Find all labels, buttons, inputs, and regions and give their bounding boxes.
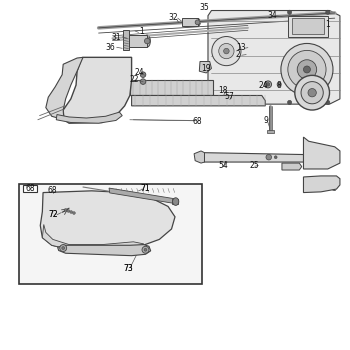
Circle shape <box>60 245 66 252</box>
Text: 68: 68 <box>48 186 58 195</box>
Circle shape <box>326 100 330 105</box>
Circle shape <box>195 20 200 25</box>
Polygon shape <box>56 112 122 123</box>
Circle shape <box>287 10 292 14</box>
Text: 1: 1 <box>325 20 329 29</box>
Bar <box>288 16 328 36</box>
Circle shape <box>288 50 326 89</box>
Circle shape <box>212 36 241 66</box>
Polygon shape <box>130 80 213 96</box>
Polygon shape <box>109 188 176 204</box>
Circle shape <box>72 212 75 215</box>
Text: 71: 71 <box>141 184 150 193</box>
Polygon shape <box>63 57 132 123</box>
Text: 24: 24 <box>135 69 145 77</box>
Bar <box>267 130 274 133</box>
Text: 73: 73 <box>123 264 133 273</box>
Text: 22: 22 <box>130 75 139 84</box>
Circle shape <box>64 209 67 211</box>
Text: 1: 1 <box>140 27 145 36</box>
Text: 25: 25 <box>249 161 259 170</box>
Polygon shape <box>182 19 197 26</box>
Circle shape <box>219 43 234 59</box>
Circle shape <box>281 43 333 96</box>
Polygon shape <box>208 10 340 104</box>
Text: 68: 68 <box>193 117 202 126</box>
Text: 73: 73 <box>123 264 133 273</box>
Circle shape <box>62 247 65 250</box>
Text: 68: 68 <box>25 184 35 193</box>
Text: 57: 57 <box>224 92 234 101</box>
Circle shape <box>140 79 146 84</box>
Ellipse shape <box>144 35 150 47</box>
Ellipse shape <box>173 198 179 205</box>
Text: 32: 32 <box>168 13 178 22</box>
Bar <box>292 19 324 34</box>
Text: 8: 8 <box>276 81 281 90</box>
Circle shape <box>326 10 330 14</box>
Bar <box>23 185 37 192</box>
Text: 2: 2 <box>236 50 240 59</box>
Polygon shape <box>199 153 337 162</box>
Text: 72: 72 <box>48 210 58 218</box>
Circle shape <box>142 246 149 253</box>
Text: 35: 35 <box>199 2 209 12</box>
Circle shape <box>295 75 329 110</box>
Text: 31: 31 <box>111 33 121 42</box>
Polygon shape <box>282 163 302 170</box>
Polygon shape <box>303 137 340 169</box>
Text: 19: 19 <box>201 64 210 73</box>
Circle shape <box>308 89 316 97</box>
Text: 36: 36 <box>106 43 116 52</box>
Circle shape <box>145 38 150 44</box>
Circle shape <box>274 156 277 159</box>
Text: 54: 54 <box>218 161 228 170</box>
Circle shape <box>277 82 281 86</box>
Text: 24: 24 <box>259 81 268 90</box>
Text: 72: 72 <box>48 210 58 218</box>
Polygon shape <box>40 191 175 250</box>
Bar <box>20 184 202 285</box>
Polygon shape <box>194 151 204 163</box>
Circle shape <box>140 72 146 77</box>
Text: 9: 9 <box>264 116 268 125</box>
Polygon shape <box>199 62 211 73</box>
Circle shape <box>287 100 292 105</box>
Polygon shape <box>42 224 144 250</box>
Circle shape <box>266 83 270 86</box>
Polygon shape <box>123 30 129 50</box>
Text: 34: 34 <box>267 10 277 20</box>
Circle shape <box>67 210 70 212</box>
Polygon shape <box>132 96 265 106</box>
Text: 71: 71 <box>141 184 150 193</box>
Circle shape <box>297 60 317 79</box>
Text: 13: 13 <box>236 43 246 52</box>
Circle shape <box>224 48 229 54</box>
Circle shape <box>144 248 147 251</box>
Polygon shape <box>303 176 340 193</box>
Ellipse shape <box>195 19 200 26</box>
Circle shape <box>301 82 323 104</box>
Circle shape <box>70 211 72 214</box>
Circle shape <box>266 154 272 160</box>
Polygon shape <box>129 35 147 47</box>
Circle shape <box>265 81 272 88</box>
Polygon shape <box>172 199 178 204</box>
Polygon shape <box>58 245 151 256</box>
Text: 18: 18 <box>218 86 227 95</box>
Circle shape <box>303 66 310 73</box>
Polygon shape <box>46 57 83 120</box>
